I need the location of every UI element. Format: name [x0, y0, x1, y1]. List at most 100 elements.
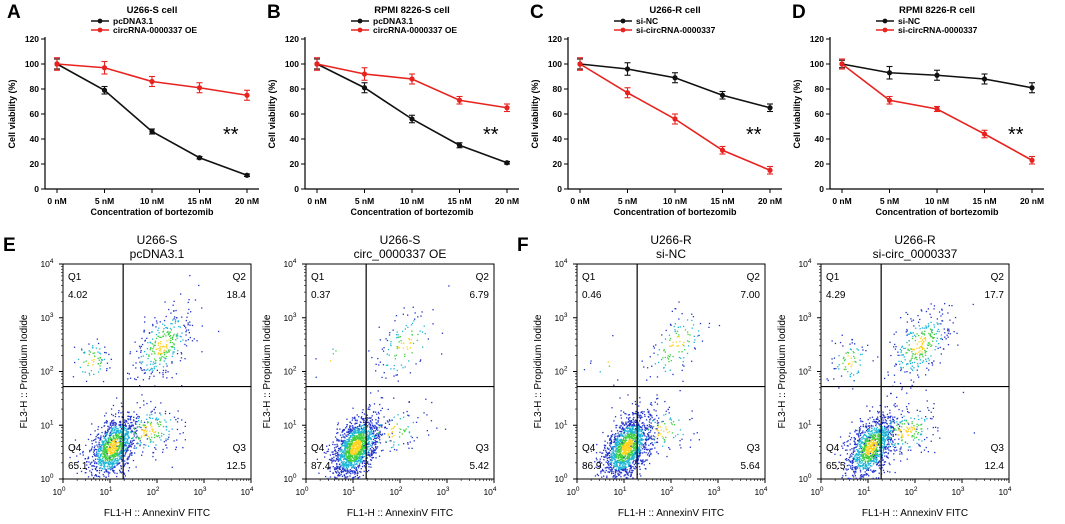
event-dot — [632, 426, 634, 428]
event-dot — [335, 457, 338, 460]
event-dot — [371, 457, 373, 459]
event-dot — [169, 341, 171, 344]
event-dot — [118, 459, 120, 461]
event-dot — [398, 427, 401, 430]
event-dot — [116, 438, 118, 440]
event-dot — [104, 444, 106, 446]
event-dot — [368, 431, 370, 433]
event-dot — [109, 458, 111, 460]
x-tick-label: 5 nM — [355, 196, 374, 206]
event-dot — [113, 437, 115, 440]
event-dot — [94, 468, 97, 471]
event-dot — [622, 455, 624, 457]
event-dot — [136, 402, 138, 404]
event-dot — [370, 429, 373, 431]
event-dot — [91, 423, 93, 425]
event-dot — [93, 453, 95, 455]
event-dot — [130, 440, 132, 442]
event-dot — [349, 465, 352, 467]
event-dot — [127, 462, 129, 465]
plot-frame — [576, 263, 766, 480]
legend-label: si-NC — [636, 16, 658, 26]
y-axis-label: FL3-H :: Propidium Iodide — [19, 314, 30, 428]
event-dot — [100, 463, 103, 465]
event-dot — [351, 430, 353, 432]
event-dot — [152, 370, 154, 372]
event-dot — [326, 450, 328, 453]
event-dot — [623, 430, 626, 432]
event-dot — [375, 363, 377, 365]
event-dot — [112, 445, 114, 447]
event-dot — [131, 421, 133, 424]
event-dot — [635, 443, 637, 446]
event-dot — [341, 431, 343, 433]
event-dot — [337, 460, 339, 462]
event-dot — [651, 448, 653, 450]
event-dot — [384, 422, 387, 424]
event-dot — [623, 463, 625, 465]
flow-title-line1: U266-S — [380, 233, 421, 247]
event-dot — [629, 443, 631, 445]
event-dot — [92, 352, 94, 355]
event-dot — [175, 373, 178, 375]
event-dot — [336, 451, 339, 454]
event-dot — [629, 459, 631, 461]
event-dot — [109, 422, 112, 424]
data-point — [934, 72, 940, 78]
event-dot — [354, 463, 356, 466]
event-dot — [116, 459, 119, 461]
event-dot — [370, 449, 372, 451]
event-dot — [361, 456, 363, 458]
event-dot — [109, 459, 111, 461]
event-dot — [138, 357, 140, 359]
event-dot — [647, 434, 649, 436]
event-dot — [100, 462, 102, 465]
event-dot — [359, 444, 361, 446]
event-dot — [351, 460, 353, 462]
event-dot — [351, 442, 353, 444]
event-dot — [120, 402, 123, 404]
event-dot — [116, 460, 118, 462]
event-dot — [93, 449, 95, 451]
event-dot — [151, 353, 153, 355]
event-dot — [91, 443, 93, 445]
event-dot — [134, 422, 137, 424]
event-dot — [646, 433, 649, 435]
event-dot — [607, 435, 609, 437]
event-dot — [131, 438, 133, 440]
event-dot — [105, 421, 107, 423]
event-dot — [147, 368, 149, 370]
event-dot — [370, 432, 372, 434]
event-dot — [158, 332, 160, 334]
event-dot — [102, 440, 104, 442]
chart-title: U266-S cell — [127, 5, 178, 16]
event-dot — [368, 441, 371, 443]
event-dot — [125, 433, 128, 435]
event-dot — [343, 429, 345, 431]
event-dot — [353, 429, 355, 431]
event-dot — [131, 424, 133, 426]
event-dot — [414, 318, 416, 320]
event-dot — [135, 437, 137, 439]
event-dot — [341, 475, 344, 477]
event-dot — [88, 372, 90, 374]
x-tick-exponent: 1 — [352, 486, 356, 493]
event-dot — [398, 347, 401, 349]
event-dot — [116, 445, 118, 447]
event-dot — [656, 394, 658, 396]
event-dot — [628, 414, 631, 416]
event-dot — [82, 454, 84, 456]
x-tick-label: 5 nM — [618, 196, 637, 206]
event-dot — [157, 418, 160, 420]
event-dot — [375, 457, 377, 459]
event-dot — [112, 449, 114, 451]
event-dot — [331, 457, 333, 459]
event-dot — [643, 425, 646, 427]
event-dot — [117, 430, 119, 432]
event-dot — [351, 456, 353, 459]
plot-frame — [305, 263, 495, 480]
event-dot — [120, 468, 122, 470]
event-dot — [152, 325, 154, 327]
event-dot — [639, 401, 641, 403]
event-dot — [625, 439, 628, 441]
